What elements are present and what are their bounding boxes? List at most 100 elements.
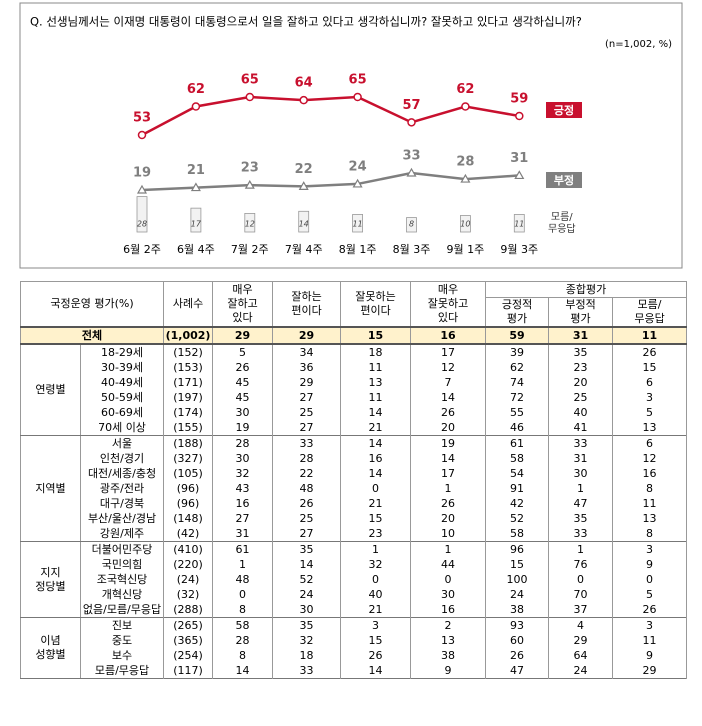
sample-size: (105) <box>163 466 214 481</box>
data-row: 부산/울산/경남 (148) 27 25 15 20 52 35 13 <box>21 511 688 526</box>
cell: 14 <box>340 405 412 420</box>
cell: 38 <box>485 602 550 618</box>
legend-label: 부정 <box>554 173 574 187</box>
cell: 30 <box>272 602 342 618</box>
marker <box>190 182 201 192</box>
header-cell: 부정적 평가 <box>548 297 614 328</box>
header-cell: 종합평가 <box>485 281 688 298</box>
cell: 91 <box>485 481 550 496</box>
cell: 37 <box>548 602 614 618</box>
value-label: 11 <box>514 220 524 229</box>
cell: 3 <box>612 541 688 557</box>
cell: 9 <box>410 663 487 679</box>
cell: 52 <box>485 511 550 526</box>
cell: 28 <box>212 633 274 648</box>
cell: 59 <box>485 326 550 345</box>
cell: 29 <box>272 375 342 390</box>
cell: 19 <box>212 420 274 436</box>
cell: 13 <box>410 633 487 648</box>
cell: 24 <box>272 587 342 602</box>
row-label: 없음/모름/무응답 <box>79 602 165 618</box>
cell: 16 <box>410 326 487 345</box>
marker <box>352 178 363 188</box>
cell: 24 <box>485 587 550 602</box>
data-row: 지역별 서울 (188) 28 33 14 19 61 33 6 <box>20 435 688 542</box>
row-label: 더불어민주당 <box>79 541 165 557</box>
cell: 20 <box>410 511 487 526</box>
cell: 21 <box>340 420 412 436</box>
row-label: 모름/무응답 <box>79 663 165 679</box>
cell: 45 <box>212 375 274 390</box>
sample-size: (148) <box>163 511 214 526</box>
header-cell: 매우 잘하고 있다 <box>212 281 274 328</box>
results-table: 국정운영 평가(%) 사례수 매우 잘하고 있다 잘하는 편이다 잘못하는 편이다 매우 … <box>19 281 688 679</box>
cell: 48 <box>212 572 274 587</box>
cell: 15 <box>340 633 412 648</box>
marker <box>137 130 147 140</box>
series-line <box>141 171 520 192</box>
cell: 1 <box>212 557 274 572</box>
header-cell: 잘하는 편이다 <box>272 281 342 328</box>
cell: 28 <box>212 435 274 451</box>
cell: 24 <box>548 663 614 679</box>
cell: 93 <box>485 617 550 633</box>
cell: 26 <box>410 496 487 511</box>
cell: 14 <box>340 663 412 679</box>
cell: 13 <box>340 375 412 390</box>
cell: 27 <box>272 526 342 542</box>
row-label: 서울 <box>79 435 165 451</box>
data-row: 지지 정당별 더불어민주당 (410) 61 35 1 1 96 1 3 <box>20 541 688 618</box>
cell: 13 <box>612 420 688 436</box>
cell: 36 <box>272 360 342 375</box>
data-row: 인천/경기 (327) 30 28 16 14 58 31 12 <box>21 451 688 466</box>
data-row: 이념 성향별 진보 (265) 58 35 3 2 93 4 3 <box>20 617 688 679</box>
data-row: 40-49세 (171) 45 29 13 7 74 20 6 <box>21 375 688 390</box>
chart-area: Q. 선생님께서는 이재명 대통령이 대통령으로서 일을 잘하고 있다고 생각하… <box>0 0 702 272</box>
cell: 11 <box>612 496 688 511</box>
row-label: 30-39세 <box>79 360 165 375</box>
cell: 76 <box>548 557 614 572</box>
cell: 16 <box>212 496 274 511</box>
chart-title: Q. 선생님께서는 이재명 대통령이 대통령으로서 일을 잘하고 있다고 생각하… <box>30 15 582 29</box>
row-label: 70세 이상 <box>79 420 165 436</box>
row-label: 60-69세 <box>79 405 165 420</box>
value-label: 11 <box>353 220 363 229</box>
value-label: 65 <box>349 73 367 88</box>
cell: 8 <box>212 602 274 618</box>
legend-label: 긍정 <box>554 103 574 117</box>
cell: 15 <box>485 557 550 572</box>
cell: 23 <box>340 526 412 542</box>
cell: 11 <box>340 390 412 405</box>
total-row: 전체 (1,002) 29 29 15 16 59 31 11 <box>19 326 688 345</box>
cell: 58 <box>485 526 550 542</box>
cell: 13 <box>612 511 688 526</box>
cell: 5 <box>612 587 688 602</box>
cell: 27 <box>272 420 342 436</box>
row-label: 부산/울산/경남 <box>79 511 165 526</box>
cell: 26 <box>612 343 688 360</box>
value-label: 65 <box>241 73 259 88</box>
cell: 55 <box>485 405 550 420</box>
marker <box>407 118 416 127</box>
sample-size: (254) <box>163 648 214 663</box>
row-label: 보수 <box>79 648 165 663</box>
cell: 52 <box>272 572 342 587</box>
cell: 1 <box>410 541 487 557</box>
cell: 15 <box>340 511 412 526</box>
cell: 39 <box>485 343 550 360</box>
cell: 34 <box>272 343 342 360</box>
cell: 6 <box>612 435 688 451</box>
x-tick-label: 6월 2주 <box>123 243 161 256</box>
cell: 3 <box>340 617 412 633</box>
cell: 6 <box>612 375 688 390</box>
marker <box>461 102 470 111</box>
sample-size: (220) <box>163 557 214 572</box>
value-label: 59 <box>510 92 528 107</box>
sample-size: (197) <box>163 390 214 405</box>
data-row: 30-39세 (153) 26 36 11 12 62 23 15 <box>21 360 688 375</box>
row-label: 대구/경북 <box>79 496 165 511</box>
chart: Q. 선생님께서는 이재명 대통령이 대통령으로서 일을 잘하고 있다고 생각하… <box>19 2 683 269</box>
data-row: 모름/무응답 (117) 14 33 14 9 47 24 29 <box>21 663 688 679</box>
x-tick-label: 6월 4주 <box>177 243 215 256</box>
cell: 44 <box>410 557 487 572</box>
